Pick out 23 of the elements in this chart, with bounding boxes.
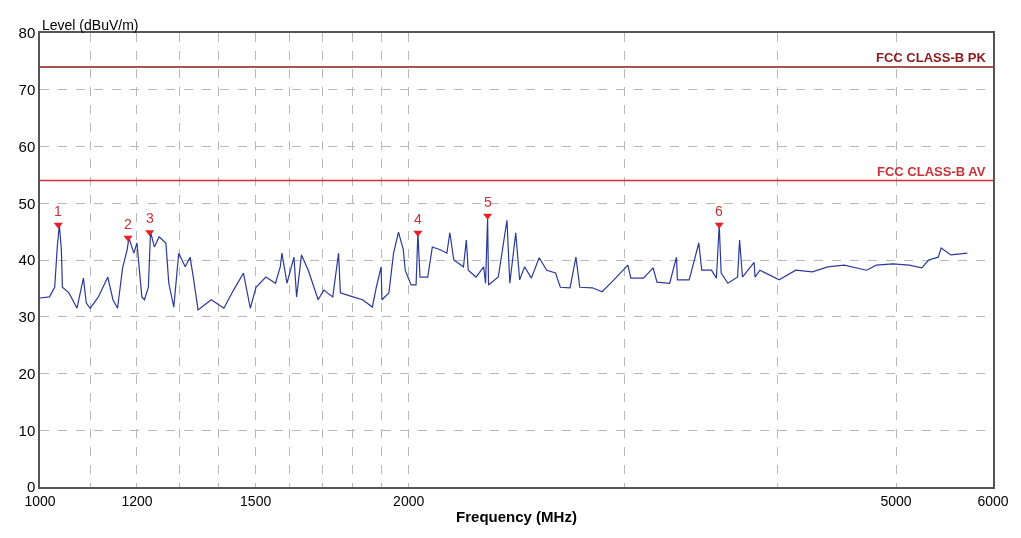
- annotation: 4: [414, 211, 422, 227]
- x-tick-label: 5000: [880, 492, 912, 509]
- y-tick-label: 60: [18, 137, 36, 155]
- y-tick-label: 70: [18, 81, 36, 98]
- ref-line-label: FCC CLASS-B PK: [876, 50, 987, 65]
- y-tick-label: 10: [18, 421, 36, 439]
- ref-line-label: FCC CLASS-B AV: [877, 164, 986, 179]
- y-tick-label: 80: [18, 24, 36, 42]
- annotation: 3: [146, 210, 154, 226]
- y-tick-label: 40: [18, 251, 36, 269]
- x-tick-label: 2000: [393, 492, 425, 509]
- annotation: 2: [124, 216, 132, 232]
- annotation: 5: [484, 194, 492, 210]
- y-tick-label: 50: [18, 194, 36, 212]
- y-axis-title: Level (dBuV/m): [42, 17, 139, 33]
- x-tick-label: 1200: [121, 492, 153, 509]
- y-tick-label: 20: [18, 364, 36, 382]
- x-axis-title: Frequency (MHz): [456, 508, 577, 526]
- annotation: 6: [715, 203, 723, 219]
- x-tick-label: 6000: [977, 492, 1009, 509]
- x-tick-label: 1500: [240, 492, 272, 509]
- annotation: 1: [54, 203, 62, 219]
- y-tick-label: 30: [18, 308, 36, 325]
